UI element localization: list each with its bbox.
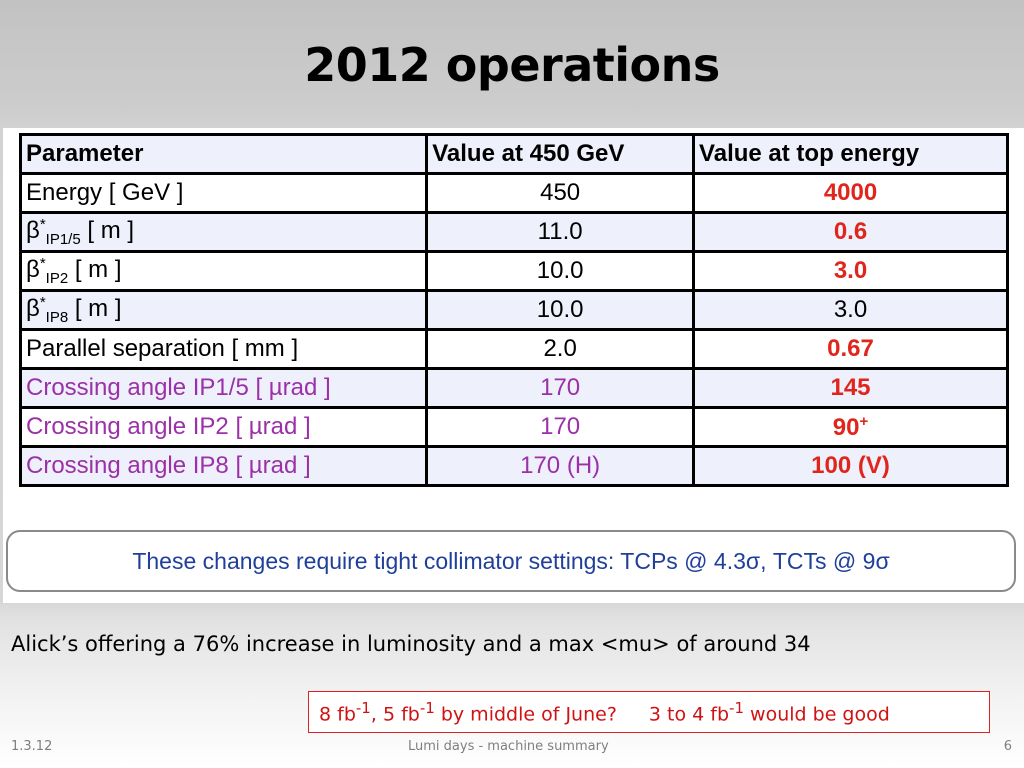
param-base: β xyxy=(26,217,40,245)
row-value-450: 170 xyxy=(425,367,696,409)
value-sup: + xyxy=(859,412,869,430)
table-row: Energy [ GeV ] 450 4000 xyxy=(18,172,1009,214)
table-row: β*IP1/5 [ m ] 11.0 0.6 xyxy=(18,211,1009,253)
param-base: β xyxy=(26,295,40,323)
row-value-450: 10.0 xyxy=(425,289,696,331)
param-sup: * xyxy=(39,255,46,273)
row-param: Parallel separation [ mm ] xyxy=(18,328,429,370)
table-header-row: Parameter Value at 450 GeV Value at top … xyxy=(18,133,1009,175)
luminosity-statement: Alick’s offering a 76% increase in lumin… xyxy=(11,632,811,656)
row-value-top: 3.0 xyxy=(692,250,1009,292)
row-value-top: 100 (V) xyxy=(692,445,1009,487)
row-value-450: 450 xyxy=(425,172,696,214)
row-param: Crossing angle IP2 [ µrad ] xyxy=(18,406,429,448)
parameters-table: Parameter Value at 450 GeV Value at top … xyxy=(18,133,1009,487)
row-value-top: 145 xyxy=(692,367,1009,409)
slide-title: 2012 operations xyxy=(304,38,720,92)
row-value-top: 3.0 xyxy=(692,289,1009,331)
table-row: Crossing angle IP8 [ µrad ] 170 (H) 100 … xyxy=(18,445,1009,487)
param-sub: IP1/5 xyxy=(45,230,81,248)
row-value-450: 170 xyxy=(425,406,696,448)
table-row: Crossing angle IP2 [ µrad ] 170 90+ xyxy=(18,406,1009,448)
header-parameter: Parameter xyxy=(18,133,429,175)
table-panel: Parameter Value at 450 GeV Value at top … xyxy=(3,128,1024,603)
row-value-450: 10.0 xyxy=(425,250,696,292)
param-rest: [ m ] xyxy=(68,256,122,284)
luminosity-target-box: 8 fb-1, 5 fb-1 by middle of June? 3 to 4… xyxy=(308,691,990,733)
row-value-450: 2.0 xyxy=(425,328,696,370)
target-b: 3 to 4 fb-1 would be good xyxy=(648,698,890,726)
table-row: β*IP8 [ m ] 10.0 3.0 xyxy=(18,289,1009,331)
collimator-note: These changes require tight collimator s… xyxy=(6,530,1016,592)
row-value-450: 170 (H) xyxy=(425,445,696,487)
footer-page-number: 6 xyxy=(1003,739,1012,754)
row-value-450: 11.0 xyxy=(425,211,696,253)
param-sup: * xyxy=(39,294,46,312)
row-param: Energy [ GeV ] xyxy=(18,172,429,214)
param-sup: * xyxy=(39,216,46,234)
row-param: Crossing angle IP8 [ µrad ] xyxy=(18,445,429,487)
collimator-note-text: These changes require tight collimator s… xyxy=(132,547,890,574)
table-row: Parallel separation [ mm ] 2.0 0.67 xyxy=(18,328,1009,370)
row-value-top: 0.67 xyxy=(692,328,1009,370)
row-value-top: 4000 xyxy=(692,172,1009,214)
row-param: β*IP2 [ m ] xyxy=(18,250,429,292)
header-value-450: Value at 450 GeV xyxy=(425,133,696,175)
row-value-top: 0.6 xyxy=(692,211,1009,253)
param-base: β xyxy=(26,256,40,284)
value-base: 90 xyxy=(832,413,860,441)
row-param: β*IP8 [ m ] xyxy=(18,289,429,331)
row-param: Crossing angle IP1/5 [ µrad ] xyxy=(18,367,429,409)
row-param: β*IP1/5 [ m ] xyxy=(18,211,429,253)
footer-center: Lumi days - machine summary xyxy=(408,739,609,754)
param-rest: [ m ] xyxy=(68,295,122,323)
table-row: β*IP2 [ m ] 10.0 3.0 xyxy=(18,250,1009,292)
param-rest: [ m ] xyxy=(80,217,135,245)
target-a: 8 fb-1, 5 fb-1 by middle of June? xyxy=(319,698,617,726)
param-sub: IP8 xyxy=(45,308,69,326)
row-value-top: 90+ xyxy=(692,406,1009,448)
header-value-top: Value at top energy xyxy=(692,133,1009,175)
table-row: Crossing angle IP1/5 [ µrad ] 170 145 xyxy=(18,367,1009,409)
param-sub: IP2 xyxy=(45,269,69,287)
footer-date: 1.3.12 xyxy=(11,739,53,754)
